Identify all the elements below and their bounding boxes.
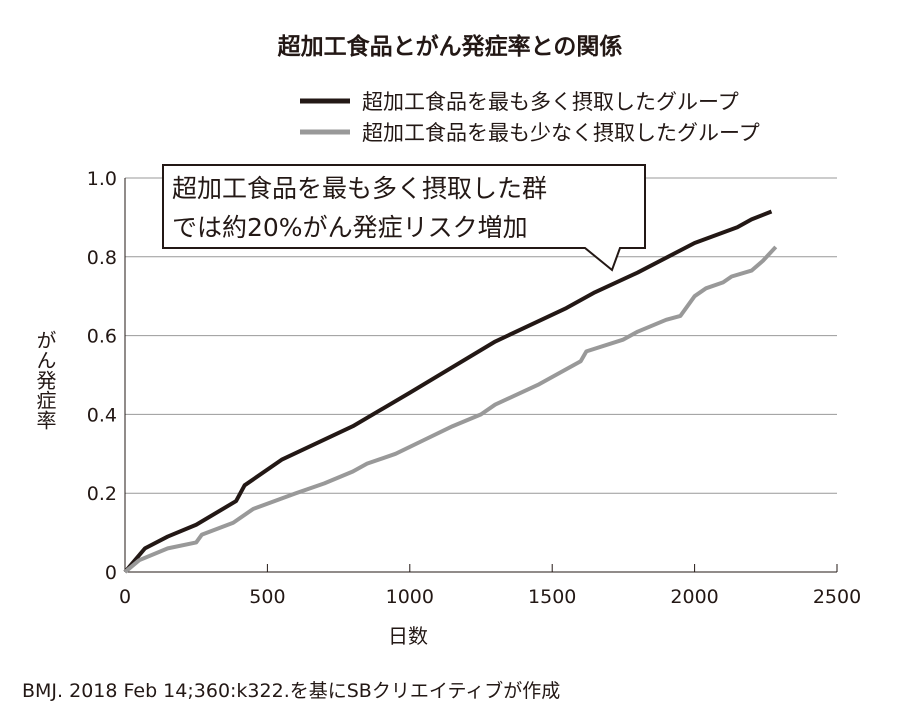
x-tick-label: 1000 xyxy=(386,586,434,608)
x-tick-label: 1500 xyxy=(528,586,576,608)
y-tick-label: 0.4 xyxy=(87,404,117,426)
y-tick-label: 0.2 xyxy=(87,483,117,505)
series-lines xyxy=(123,209,778,574)
x-tick-label: 500 xyxy=(249,586,285,608)
y-tick-label: 1.0 xyxy=(87,168,117,190)
y-tick-label: 0.8 xyxy=(87,247,117,269)
legend-label-0: 超加工食品を最も多く摂取したグループ xyxy=(362,90,739,114)
x-axis-label: 日数 xyxy=(388,624,428,648)
series-line-0 xyxy=(123,209,773,574)
x-tick-label: 2500 xyxy=(813,586,861,608)
source-note: BMJ. 2018 Feb 14;360:k322.を基にSBクリエイティブが作… xyxy=(22,679,560,702)
y-axis-label: がん発症率 xyxy=(33,330,57,430)
annotation-line-2: では約20%がん発症リスク増加 xyxy=(172,213,528,242)
chart-title: 超加工食品とがん発症率との関係 xyxy=(278,33,623,60)
y-tick-label: 0.6 xyxy=(87,326,117,348)
x-tick-label: 0 xyxy=(119,586,131,608)
annotation-line-1: 超加工食品を最も多く摂取した群 xyxy=(172,174,547,203)
legend-label-1: 超加工食品を最も少なく摂取したグループ xyxy=(362,121,760,145)
callout-box xyxy=(162,164,646,272)
y-tick-label: 0 xyxy=(105,562,117,584)
x-tick-label: 2000 xyxy=(670,586,718,608)
series-line-1 xyxy=(123,245,778,574)
annotation-callout: 超加工食品を最も多く摂取した群 では約20%がん発症リスク増加 xyxy=(162,164,646,272)
axis-ticks: 0 0.2 0.4 0.6 0.8 1.0 0 500 1000 1500 2000 2500 xyxy=(87,168,861,608)
